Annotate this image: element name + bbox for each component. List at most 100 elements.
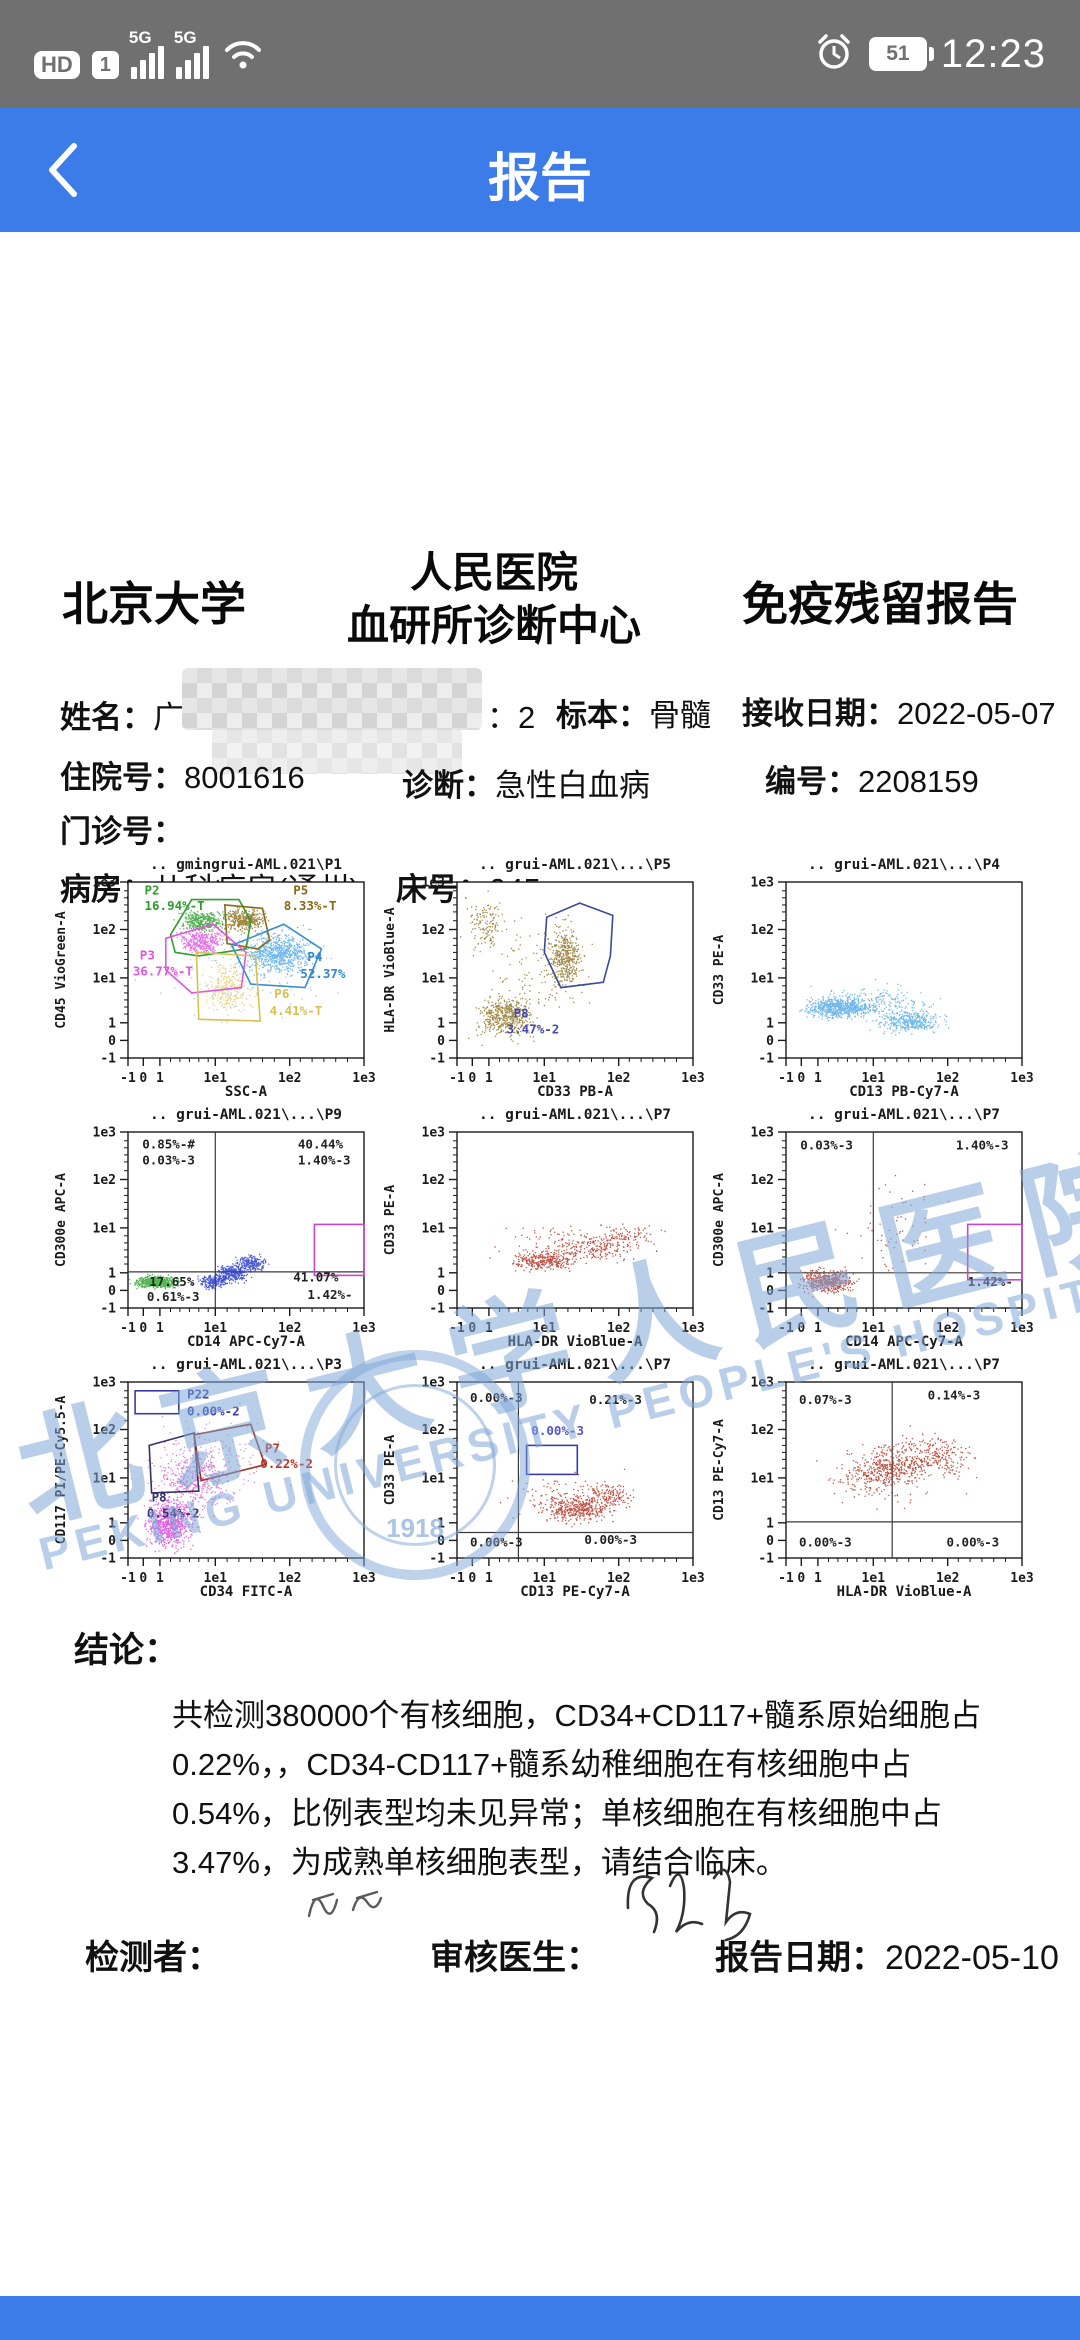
- svg-text:.. grui-AML.021\...\P7: .. grui-AML.021\...\P7: [808, 1357, 1000, 1373]
- svg-text:0: 0: [108, 1534, 116, 1549]
- svg-text:0: 0: [437, 1034, 445, 1049]
- svg-text:0.03%-3: 0.03%-3: [142, 1153, 195, 1168]
- svg-text:-1: -1: [429, 1552, 445, 1567]
- svg-text:1e2: 1e2: [93, 1423, 116, 1438]
- svg-text:1e2: 1e2: [936, 1071, 959, 1086]
- svg-text:-1: -1: [120, 1321, 136, 1336]
- svg-text:0: 0: [766, 1034, 774, 1049]
- wifi-icon: [221, 34, 265, 79]
- svg-text:1e3: 1e3: [1010, 1571, 1033, 1586]
- svg-text:1e3: 1e3: [751, 876, 774, 891]
- hd-icon: HD: [34, 50, 80, 79]
- svg-text:1: 1: [766, 1516, 774, 1531]
- svg-text:.. grui-AML.021\...\P5: .. grui-AML.021\...\P5: [479, 857, 671, 873]
- svg-text:1e3: 1e3: [751, 1376, 774, 1391]
- svg-text:1e2: 1e2: [607, 1321, 630, 1336]
- svg-text:CD13 PE-Cy7-A: CD13 PE-Cy7-A: [712, 1419, 727, 1521]
- svg-text:1e1: 1e1: [422, 971, 446, 986]
- svg-text:1e1: 1e1: [204, 1571, 228, 1586]
- svg-text:0.21%-3: 0.21%-3: [589, 1392, 642, 1407]
- svg-text:0.14%-3: 0.14%-3: [928, 1388, 981, 1403]
- svg-text:0.54%-2: 0.54%-2: [147, 1506, 200, 1521]
- svg-text:1.42%-: 1.42%-: [968, 1274, 1013, 1289]
- svg-text:52.37%: 52.37%: [300, 966, 346, 981]
- svg-text:1e1: 1e1: [751, 1471, 775, 1486]
- svg-text:-1: -1: [100, 1052, 116, 1067]
- svg-text:P8: P8: [152, 1490, 167, 1505]
- svg-text:.. grui-AML.021\...\P7: .. grui-AML.021\...\P7: [479, 1107, 671, 1123]
- clock-time: 12:23: [940, 31, 1046, 76]
- svg-text:1e2: 1e2: [751, 1173, 774, 1188]
- svg-text:0: 0: [468, 1321, 476, 1336]
- svg-text:CD33 PE-A: CD33 PE-A: [383, 1185, 398, 1256]
- svg-text:1e3: 1e3: [1010, 1321, 1033, 1336]
- svg-text:1: 1: [766, 1016, 774, 1031]
- svg-text:1e3: 1e3: [1010, 1071, 1033, 1086]
- signal-5g-icon-2: 5G: [174, 28, 209, 79]
- svg-text:1: 1: [156, 1321, 164, 1336]
- svg-text:36.77%-T: 36.77%-T: [133, 963, 193, 978]
- conclusion-label: 结论：: [74, 1631, 180, 1670]
- svg-text:1: 1: [766, 1266, 774, 1281]
- svg-text:CD33 PB-A: CD33 PB-A: [537, 1084, 613, 1100]
- svg-text:CD13 PE-Cy7-A: CD13 PE-Cy7-A: [520, 1584, 630, 1600]
- app-header: 报告: [0, 108, 1080, 232]
- svg-text:1e3: 1e3: [422, 1376, 445, 1391]
- svg-text:-1: -1: [758, 1552, 774, 1567]
- svg-text:1e3: 1e3: [681, 1071, 704, 1086]
- svg-text:-1: -1: [449, 1571, 465, 1586]
- svg-text:.. gmingrui-AML.021\P1: .. gmingrui-AML.021\P1: [150, 857, 342, 873]
- svg-text:0.00%-3: 0.00%-3: [470, 1535, 523, 1550]
- svg-text:1e2: 1e2: [751, 1423, 774, 1438]
- svg-text:0: 0: [468, 1571, 476, 1586]
- svg-text:1: 1: [814, 1071, 822, 1086]
- svg-text:3.47%-2: 3.47%-2: [507, 1021, 560, 1036]
- field-name: 姓名：广: [60, 700, 184, 735]
- svg-text:-1: -1: [778, 1571, 794, 1586]
- battery-icon: 51: [868, 37, 934, 71]
- svg-text:.. grui-AML.021\...\P3: .. grui-AML.021\...\P3: [150, 1357, 342, 1373]
- svg-text:P4: P4: [307, 949, 322, 964]
- signal-5g-icon-1: 5G: [129, 28, 164, 79]
- svg-text:-1: -1: [429, 1052, 445, 1067]
- svg-text:.. grui-AML.021\...\P9: .. grui-AML.021\...\P9: [150, 1107, 342, 1123]
- svg-text:1e1: 1e1: [204, 1071, 228, 1086]
- svg-text:1e2: 1e2: [278, 1071, 301, 1086]
- svg-text:-1: -1: [758, 1052, 774, 1067]
- field-outpatient-no: 门诊号：: [60, 814, 184, 849]
- svg-text:1e2: 1e2: [607, 1571, 630, 1586]
- svg-text:1e1: 1e1: [533, 1571, 557, 1586]
- svg-text:1: 1: [814, 1571, 822, 1586]
- svg-text:1: 1: [108, 1516, 116, 1531]
- svg-text:0: 0: [797, 1071, 805, 1086]
- reviewer-signature: [626, 1868, 752, 1942]
- svg-text:1e3: 1e3: [751, 1126, 774, 1141]
- report-date-field: 报告日期：2022-05-10: [715, 1930, 1059, 1979]
- svg-text:P3: P3: [140, 947, 155, 962]
- svg-text:CD300e APC-A: CD300e APC-A: [54, 1173, 69, 1267]
- svg-text:1e3: 1e3: [93, 1126, 116, 1141]
- svg-text:0.61%-3: 0.61%-3: [147, 1289, 200, 1304]
- svg-text:1e1: 1e1: [204, 1321, 228, 1336]
- svg-text:CD14 APC-Cy7-A: CD14 APC-Cy7-A: [845, 1334, 964, 1350]
- svg-text:-1: -1: [449, 1321, 465, 1336]
- svg-text:1: 1: [485, 1321, 493, 1336]
- svg-text:1e2: 1e2: [93, 923, 116, 938]
- svg-text:-1: -1: [100, 1552, 116, 1567]
- svg-text:0: 0: [139, 1571, 147, 1586]
- svg-text:.. grui-AML.021\...\P4: .. grui-AML.021\...\P4: [808, 857, 1000, 873]
- tester-label: 检测者：: [85, 1939, 221, 1977]
- svg-text:HLA-DR VioBlue-A: HLA-DR VioBlue-A: [508, 1334, 643, 1350]
- svg-text:1: 1: [437, 1266, 445, 1281]
- svg-text:-1: -1: [758, 1302, 774, 1317]
- svg-text:0: 0: [108, 1284, 116, 1299]
- hospital-name-center: 人民医院 血研所诊断中心: [346, 551, 641, 650]
- svg-text:1.42%-: 1.42%-: [307, 1287, 352, 1302]
- svg-text:P7: P7: [265, 1440, 280, 1455]
- back-button[interactable]: [36, 134, 96, 206]
